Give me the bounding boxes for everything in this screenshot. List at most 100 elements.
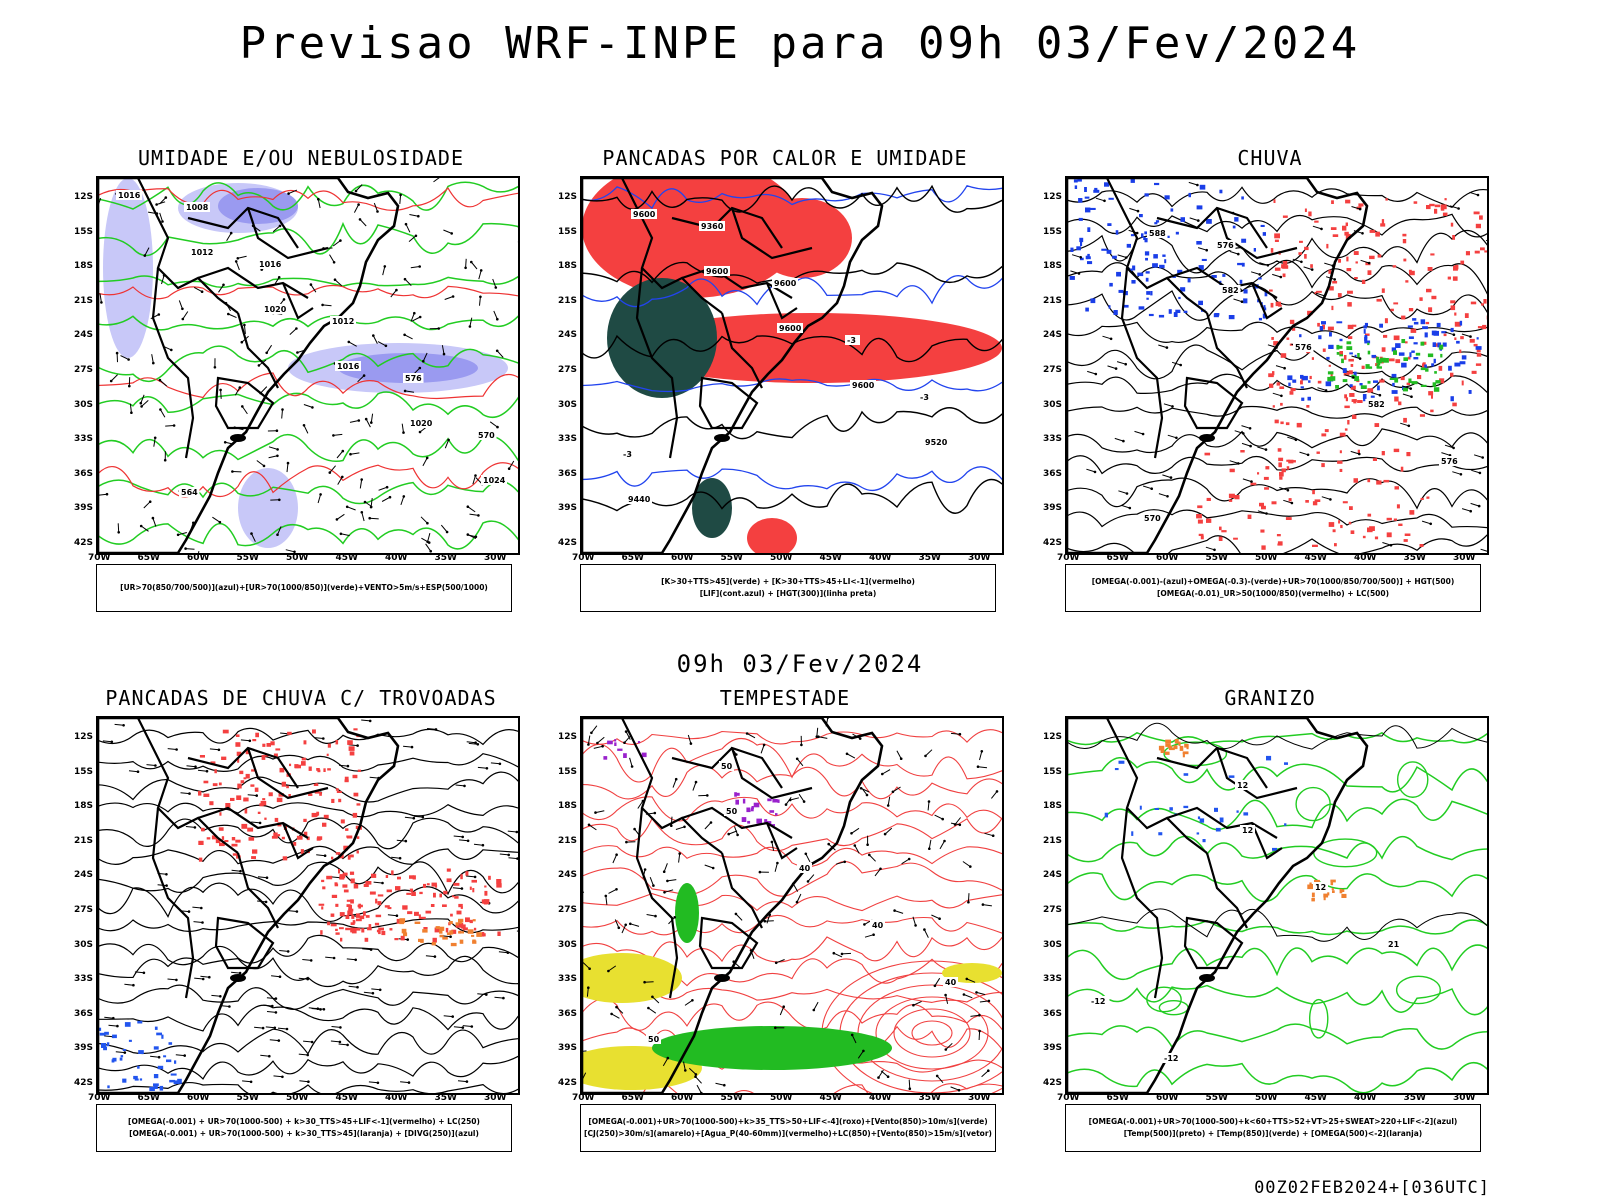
wind-vector-head <box>360 511 364 514</box>
storm-fill-red <box>331 798 335 803</box>
streamline-arrow <box>466 875 476 878</box>
wind-vector <box>347 506 356 511</box>
wind-fill-green <box>652 1026 892 1070</box>
contour-label-bg <box>116 190 142 200</box>
lon-tick-label: 65W <box>621 553 644 563</box>
rain-fill-red <box>1330 372 1333 377</box>
water-contour-red <box>582 764 1002 800</box>
rain-fill-red <box>1394 486 1399 490</box>
lat-tick-label: 30S <box>74 939 94 950</box>
rain-fill-blue <box>1148 313 1154 317</box>
rain-fill-red <box>1269 289 1273 292</box>
streamline-arrow-head <box>306 1053 309 1057</box>
wind-vector <box>329 254 335 263</box>
coastline <box>582 718 884 1093</box>
streamline-arrow-head <box>412 816 416 820</box>
wind-vector-head <box>384 344 388 348</box>
storm-fill-red <box>389 928 393 931</box>
rain-fill-blue <box>1354 354 1357 358</box>
storm-fill-red <box>268 792 273 797</box>
streamline-arrow-head <box>1279 275 1283 279</box>
storm-fill-red <box>348 746 355 751</box>
wind-vector-head <box>850 832 853 835</box>
streamline-arrow-head <box>434 728 438 731</box>
streamline-arrow <box>194 977 204 980</box>
wind-vector <box>185 548 195 550</box>
lat-tick-label: 24S <box>1043 330 1063 341</box>
streamline-arrow-head <box>461 835 465 839</box>
storm-fill-red <box>283 781 286 786</box>
wind-vector-head <box>736 833 739 837</box>
streamline-arrow <box>108 1024 118 1027</box>
contour-label-bg <box>646 1034 661 1044</box>
rain-fill-red <box>1450 300 1456 304</box>
wind-vector <box>962 861 971 868</box>
wind-vector <box>950 732 960 735</box>
storm-fill-red <box>418 914 421 919</box>
streamline-arrow <box>425 955 435 958</box>
wind-vector <box>235 261 240 271</box>
lon-tick-label: 60W <box>671 1093 694 1103</box>
wind-vector <box>444 439 450 449</box>
panel-title: PANCADAS DE CHUVA C/ TROVOADAS <box>105 686 497 710</box>
rain-fill-red <box>1277 541 1283 546</box>
rain-fill-red <box>1328 522 1335 527</box>
divergence-fill-blue <box>99 1032 106 1036</box>
thickness-contour-red <box>98 462 518 498</box>
temp500-contour-black <box>1067 908 1487 942</box>
rain-fill-red <box>1347 420 1350 425</box>
wind-vector <box>816 727 819 737</box>
streamline-arrow <box>303 1040 313 1043</box>
rain-fill-red <box>1447 276 1451 280</box>
contour-label: 1012 <box>191 248 213 257</box>
wind-vector <box>728 830 738 835</box>
rain-fill-blue <box>1325 381 1332 387</box>
wind-vector <box>349 420 359 423</box>
temp850-contour-green <box>1067 944 1487 981</box>
rain-fill-blue <box>1146 297 1149 300</box>
wind-vector-head <box>479 295 482 299</box>
storm-fill-red <box>391 870 394 875</box>
wind-vector <box>979 751 983 761</box>
streamline-arrow-head <box>110 740 114 744</box>
storm-fill-red <box>257 811 261 814</box>
storm-fill-red <box>260 800 267 806</box>
streamline-arrow <box>1197 247 1207 251</box>
lat-tick-label: 42S <box>1043 538 1063 548</box>
rain-fill-red <box>1419 297 1423 301</box>
rain-fill-red <box>1483 299 1487 304</box>
streamline-arrow <box>457 1080 467 1083</box>
rain-fill-blue <box>1104 182 1110 187</box>
contour-label: -12 <box>1091 997 1105 1006</box>
rain-fill-red <box>1402 239 1407 244</box>
country-border <box>1250 282 1283 320</box>
lon-tick-label: 60W <box>1156 553 1179 563</box>
contour-label: 9600 <box>774 279 797 288</box>
storm-fill-red <box>469 886 472 890</box>
wind-vector-head <box>466 505 470 509</box>
wind-vector <box>608 888 617 894</box>
wind-vector-head <box>666 879 669 883</box>
wind-vector-head <box>105 492 109 496</box>
wind-vector <box>704 822 712 830</box>
streamline-arrow <box>175 1054 185 1057</box>
streamline-arrow <box>192 906 202 909</box>
rain-fill-blue <box>1263 307 1267 311</box>
contour-label-bg <box>403 373 424 383</box>
storm-fill-red <box>363 911 366 916</box>
rain-fill-blue <box>1241 262 1245 267</box>
streamline-arrow-head <box>1266 264 1270 267</box>
streamline-arrow <box>400 1081 410 1084</box>
wind-vector-head <box>383 265 387 268</box>
streamline-arrow-head <box>474 741 477 744</box>
wind-vector <box>966 978 976 983</box>
storm-fill-red <box>243 777 247 780</box>
wind-vector-head <box>172 424 176 427</box>
streamline-arrow <box>1317 387 1327 391</box>
streamline-arrow-head <box>136 770 140 773</box>
wind-vector-head <box>161 220 164 223</box>
contour-label: 9600 <box>633 210 656 219</box>
streamline-arrow <box>1471 469 1481 474</box>
temp850-contour-ring <box>1308 998 1329 1039</box>
lon-tick-label: 35W <box>918 553 941 563</box>
